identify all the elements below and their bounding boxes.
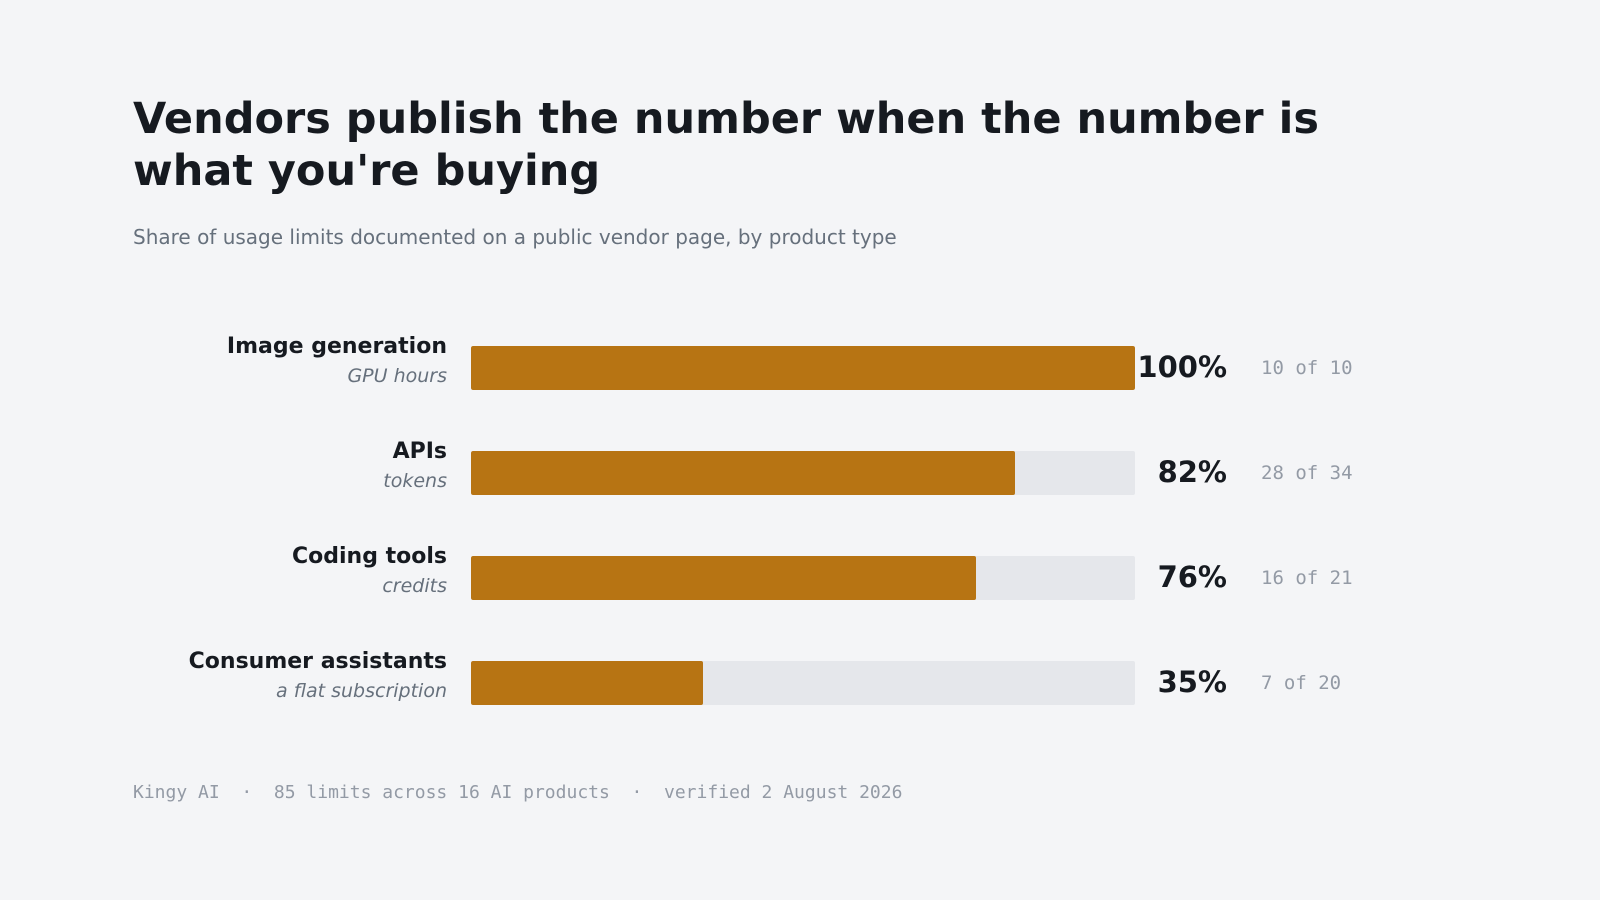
bar-track xyxy=(471,661,1135,705)
bar-track xyxy=(471,346,1135,390)
category-unit: a flat subscription xyxy=(276,680,447,702)
bar xyxy=(471,661,703,705)
footer-source-note: Kingy AI · 85 limits across 16 AI produc… xyxy=(133,782,903,803)
count-label: 16 of 21 xyxy=(1261,567,1353,589)
category-name: APIs xyxy=(392,439,447,464)
count-label: 28 of 34 xyxy=(1261,462,1353,484)
bar xyxy=(471,451,1015,495)
count-label: 7 of 20 xyxy=(1261,672,1342,694)
value-label: 100% xyxy=(1137,350,1227,384)
category-name: Image generation xyxy=(226,334,447,359)
chart-row: Coding tools credits 76% 16 of 21 xyxy=(0,543,1600,623)
count-label: 10 of 10 xyxy=(1261,357,1353,379)
category-label: Image generation GPU hours xyxy=(227,333,447,391)
bar xyxy=(471,556,976,600)
chart-row: Consumer assistants a flat subscription 35… xyxy=(0,648,1600,728)
chart-row: APIs tokens 82% 28 of 34 xyxy=(0,438,1600,518)
chart-title: Vendors publish the number when the numb… xyxy=(133,94,1319,196)
chart-row: Image generation GPU hours 100% 10 of 10 xyxy=(0,333,1600,413)
category-unit: tokens xyxy=(383,470,447,492)
chart-subtitle: Share of usage limits documented on a pu… xyxy=(133,225,897,249)
category-name: Consumer assistants xyxy=(188,649,447,674)
value-label: 76% xyxy=(1157,560,1227,594)
category-label: Consumer assistants a flat subscription xyxy=(189,648,447,706)
category-label: APIs tokens xyxy=(383,438,447,496)
bar-track xyxy=(471,451,1135,495)
value-label: 35% xyxy=(1157,665,1227,699)
category-unit: GPU hours xyxy=(347,365,447,387)
bar xyxy=(471,346,1135,390)
category-name: Coding tools xyxy=(292,544,447,569)
value-label: 82% xyxy=(1157,455,1227,489)
bar-track xyxy=(471,556,1135,600)
category-label: Coding tools credits xyxy=(292,543,447,601)
category-unit: credits xyxy=(382,575,447,597)
